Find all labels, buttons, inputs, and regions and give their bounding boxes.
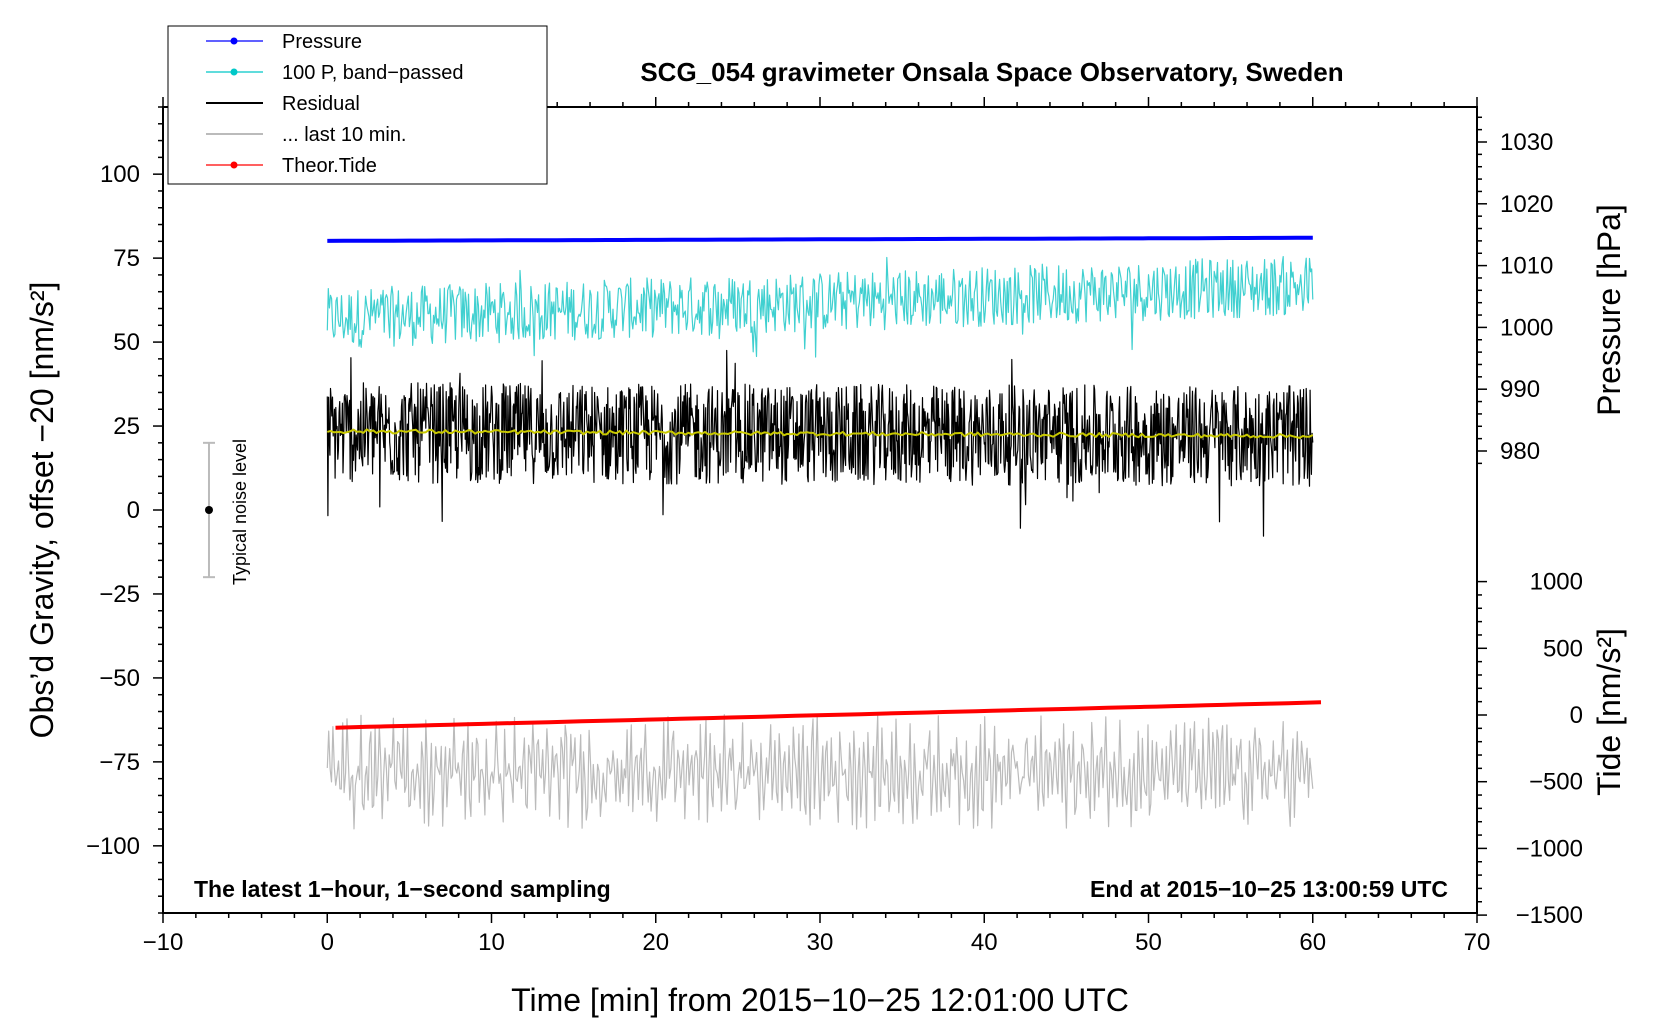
annotation-right: End at 2015−10−25 13:00:59 UTC bbox=[1090, 876, 1448, 902]
pressure-tick-label: 1020 bbox=[1500, 191, 1553, 218]
tide-tick-label: 500 bbox=[1543, 635, 1583, 662]
legend-box bbox=[167, 25, 548, 185]
y-tick-label: 0 bbox=[127, 497, 140, 524]
y-axis-title-left: Obs’d Gravity, offset −20 [nm/s²] bbox=[24, 282, 60, 739]
tide-tick-label: −1500 bbox=[1516, 902, 1583, 929]
noise-label: Typical noise level bbox=[230, 439, 250, 585]
y-axis-title-tide: Tide [nm/s²] bbox=[1591, 628, 1627, 796]
y-tick-label: 25 bbox=[113, 413, 140, 440]
x-tick-label: 20 bbox=[642, 929, 669, 956]
x-tick-label: −10 bbox=[143, 929, 184, 956]
legend-marker-100-p-band-passed bbox=[230, 68, 238, 76]
legend-marker-theor-tide bbox=[230, 161, 238, 169]
x-axis-title: Time [min] from 2015−10−25 12:01:00 UTC bbox=[511, 982, 1129, 1018]
y-axis-title-pressure: Pressure [hPa] bbox=[1591, 204, 1627, 416]
legend: Pressure 100 P, band−passed Residual ... la… bbox=[167, 25, 548, 185]
pressure-tick-label: 1030 bbox=[1500, 129, 1553, 156]
series-pressure bbox=[327, 235, 1313, 243]
x-tick-label: 10 bbox=[478, 929, 505, 956]
chart-title: SCG_054 gravimeter Onsala Space Observat… bbox=[640, 57, 1343, 87]
series-theor-tide bbox=[335, 700, 1322, 730]
series-layer bbox=[326, 235, 1322, 830]
legend-label-100-p-band-passed: 100 P, band−passed bbox=[282, 62, 463, 84]
legend-label-last-10-min: ... last 10 min. bbox=[282, 124, 407, 146]
y-tick-label: 50 bbox=[113, 329, 140, 356]
y-tick-label: −25 bbox=[99, 581, 140, 608]
legend-label-pressure: Pressure bbox=[282, 31, 362, 53]
pressure-tick-label: 1000 bbox=[1500, 314, 1553, 341]
y-tick-label: −75 bbox=[99, 749, 140, 776]
tick-label-layer: −10 0 10 20 30 40 50 60 70−100−75−50−25025507510… bbox=[86, 129, 1583, 956]
legend-label-residual: Residual bbox=[282, 93, 360, 115]
series-100-p-band-passed bbox=[326, 256, 1314, 358]
y-tick-label: 100 bbox=[100, 161, 140, 188]
y-tick-label: −50 bbox=[99, 665, 140, 692]
tide-tick-label: −500 bbox=[1529, 769, 1583, 796]
x-tick-label: 40 bbox=[971, 929, 998, 956]
noise-level-indicator bbox=[202, 441, 215, 579]
x-tick-label: 30 bbox=[807, 929, 834, 956]
y-tick-label: 75 bbox=[113, 245, 140, 272]
x-tick-label: 70 bbox=[1464, 929, 1491, 956]
tide-tick-label: 1000 bbox=[1530, 569, 1583, 596]
series-residual-smoothed bbox=[327, 428, 1314, 439]
x-tick-label: 60 bbox=[1299, 929, 1326, 956]
pressure-tick-label: 1010 bbox=[1500, 253, 1553, 280]
tide-tick-label: 0 bbox=[1570, 702, 1583, 729]
x-tick-label: 50 bbox=[1135, 929, 1162, 956]
plot-frame bbox=[162, 106, 1478, 914]
legend-label-theor-tide: Theor.Tide bbox=[282, 155, 377, 177]
tide-tick-label: −1000 bbox=[1516, 835, 1583, 862]
x-tick-label: 0 bbox=[321, 929, 334, 956]
pressure-tick-label: 990 bbox=[1500, 376, 1540, 403]
series-residual bbox=[326, 349, 1314, 537]
annotation-left: The latest 1−hour, 1−second sampling bbox=[194, 876, 611, 902]
noise-bar-center bbox=[204, 506, 213, 514]
y-tick-label: −100 bbox=[86, 833, 140, 860]
pressure-tick-label: 980 bbox=[1500, 438, 1540, 465]
series-last-10-min bbox=[326, 713, 1314, 830]
legend-marker-pressure bbox=[230, 37, 238, 45]
